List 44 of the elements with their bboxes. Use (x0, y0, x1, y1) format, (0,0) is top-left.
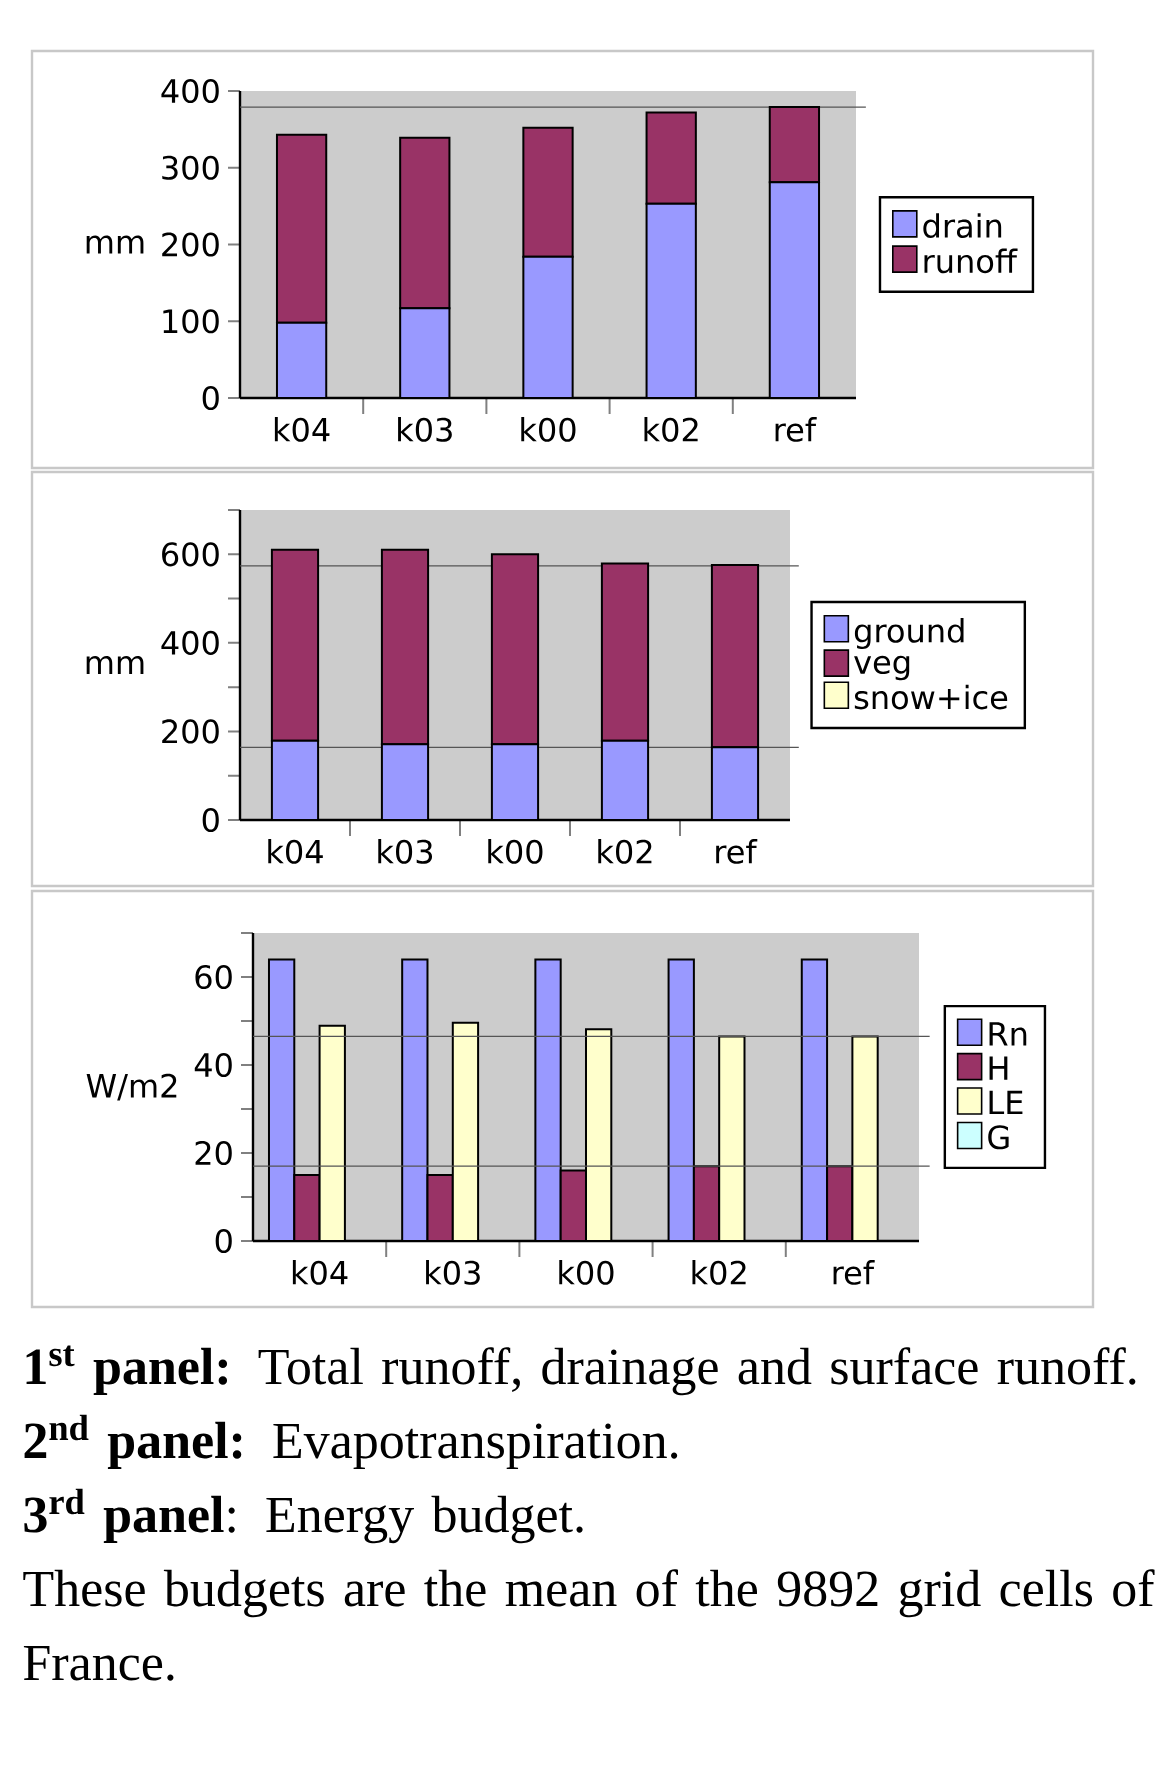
y-tick-label: 0 (202, 385, 219, 411)
x-tick-label: ref (716, 839, 758, 864)
legend-label: veg (854, 655, 910, 681)
y-tick-label: 40 (194, 1052, 232, 1078)
x-tick-label: k00 (559, 1260, 614, 1285)
x-tick-label: ref (833, 1260, 875, 1285)
x-tick-label: k03 (398, 417, 452, 442)
x-tick-label: k04 (274, 417, 330, 442)
legend-label: LE (989, 1090, 1023, 1115)
y-tick-label: 400 (161, 630, 219, 655)
y-tick-label: 0 (202, 807, 219, 833)
legend-label: ground (854, 618, 964, 650)
y-tick-label: 200 (162, 232, 219, 257)
y-axis-title: W/m2 (86, 1073, 177, 1101)
x-tick-label: k00 (521, 417, 576, 442)
y-tick-label: 0 (215, 1228, 232, 1254)
x-tick-label: k03 (426, 1260, 480, 1285)
y-axis-title: mm (86, 656, 144, 674)
text: 1$^{st}$ panel: Total runoff, drainage and surface runoff. (26, 1345, 1136, 1396)
y-tick-label: 600 (162, 542, 219, 567)
x-tick-label: k00 (488, 839, 543, 864)
y-axis-title: mm (86, 235, 144, 254)
y-tick-label: 100 (163, 309, 219, 334)
x-tick-label: k04 (292, 1260, 348, 1285)
y-tick-label: 300 (162, 155, 219, 180)
y-tick-label: 200 (162, 719, 219, 744)
y-tick-label: 400 (161, 78, 219, 104)
legend-label: runoff (924, 248, 1018, 274)
y-tick-label: 60 (195, 964, 232, 990)
y-tick-label: 20 (195, 1140, 232, 1166)
legend-label: Rn (989, 1022, 1027, 1046)
x-tick-label: k02 (598, 839, 652, 864)
legend-label: H (989, 1056, 1008, 1080)
text: 2$^{nd}$ panel: Evapotranspiration. (24, 1414, 678, 1470)
legend-label: G (988, 1125, 1009, 1150)
x-tick-label: k02 (692, 1260, 746, 1285)
legend-label: drain (923, 213, 1002, 238)
text: 3$^{rd}$ panel: Energy budget. (24, 1488, 583, 1544)
x-tick-label: k02 (644, 417, 698, 442)
x-tick-label: k03 (378, 839, 433, 864)
x-tick-label: ref (775, 417, 817, 442)
x-tick-label: k04 (268, 839, 323, 864)
legend-label: snow+ice (854, 684, 1008, 710)
text: These budgets are the mean of the 9892 grid cells of France. (23, 1569, 1155, 1681)
